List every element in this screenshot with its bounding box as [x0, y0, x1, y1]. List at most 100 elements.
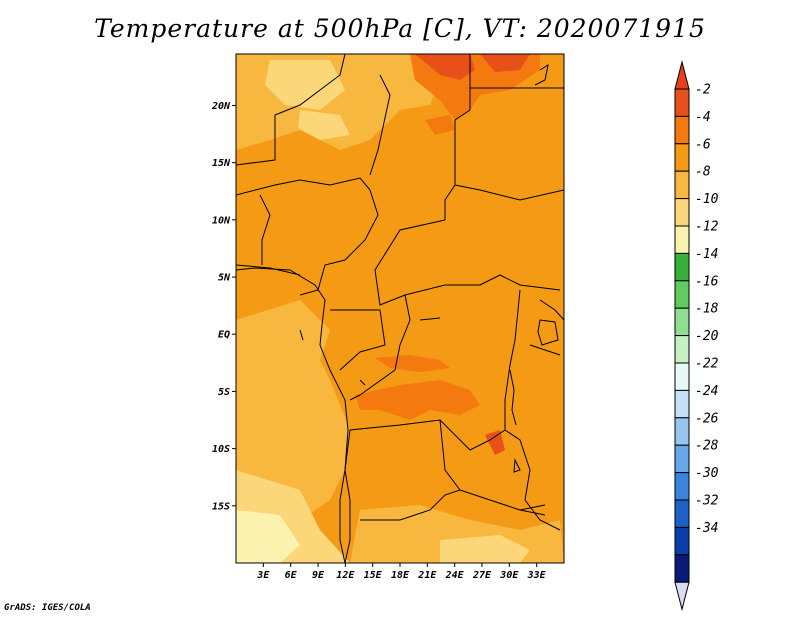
colorbar-swatch: [674, 554, 690, 583]
colorbar-swatch: [674, 280, 690, 309]
border-angola-namibia: [344, 500, 351, 563]
colorbar-label: -12: [695, 220, 719, 235]
lat-tick-label: 15S: [212, 501, 230, 512]
border-chad-car: [374, 219, 501, 306]
lon-tick-label: 24E: [445, 570, 465, 581]
border-gabon-congo: [330, 309, 386, 371]
colorbar-swatch: [674, 472, 690, 501]
border-sudan-north: [454, 184, 564, 201]
colorbar-label: -20: [695, 329, 719, 344]
coastline-west: [236, 267, 349, 563]
lon-tick-label: 9E: [312, 570, 325, 581]
lon-tick-label: 12E: [336, 570, 355, 581]
colorbar-swatch: [674, 444, 690, 474]
colorbar-top-triangle: [674, 60, 690, 90]
field-patch-10-south: [440, 535, 530, 563]
colorbar-bottom-triangle: [674, 581, 690, 612]
field-patch-10-north2: [298, 110, 350, 140]
lat-tick-label: 10N: [212, 215, 231, 226]
lon-tick-label: 15E: [364, 570, 383, 581]
colorbar-label: -26: [695, 411, 719, 426]
colorbar-swatch: [674, 252, 690, 282]
field-patch-4-central2: [375, 355, 450, 372]
border-libya-sudan: [444, 54, 471, 220]
axis-ticks: 3E 6E 9E 12E 15E 18E 21E 24E 27E 30E 33E 20N 15N 10N 5…: [211, 101, 547, 581]
border-malawi-mozambique: [504, 429, 561, 531]
temperature-field: [236, 54, 564, 563]
lon-tick-label: 3E: [256, 570, 270, 581]
colorbar-swatch: [674, 115, 690, 145]
colorbar-label: -18: [695, 302, 719, 317]
field-patch-2-north2: [480, 54, 530, 72]
field-patch-4-north3: [425, 115, 455, 135]
border-gulf-coast: [236, 264, 301, 276]
lon-tick-label: 33E: [527, 570, 547, 581]
border-tanzania: [529, 344, 561, 356]
colorbar-swatch: [674, 335, 690, 364]
lon-tick-label: 30E: [499, 570, 519, 581]
country-borders: [236, 54, 564, 563]
colorbar-label: -6: [695, 137, 711, 152]
lon-tick-label: 18E: [391, 570, 410, 581]
lat-tick-label: 5S: [218, 387, 230, 398]
colorbar-label: -16: [695, 274, 719, 289]
field-patch-2-east: [485, 430, 505, 455]
colorbar-label: -24: [695, 384, 718, 399]
coastlines-and-lakes: [236, 63, 559, 563]
colorbar-label: -34: [695, 521, 718, 536]
colorbar-swatch: [674, 143, 690, 172]
colorbar-swatch: [674, 417, 690, 446]
colorbar-label: -10: [695, 192, 719, 207]
lat-tick-label: 10S: [212, 444, 230, 455]
colorbar-label: -2: [695, 83, 711, 98]
field-patch-10-north: [265, 60, 345, 110]
border-drc-east: [344, 289, 521, 501]
lake-kariba: [519, 509, 546, 516]
field-patch-8-atlantic: [236, 300, 350, 520]
lon-tick-label: 21E: [417, 570, 437, 581]
border-angola-zambia: [360, 419, 461, 521]
colorbar-label: -28: [695, 439, 719, 454]
border-niger-libya: [369, 74, 391, 176]
field-patch-2-north: [415, 54, 475, 80]
field-patch-4-central: [355, 380, 480, 420]
lon-tick-label: 6E: [285, 570, 298, 581]
lake-victoria: [537, 319, 559, 346]
colorbar-swatch: [674, 198, 690, 227]
colorbar-label: -4: [695, 110, 711, 125]
border-congo-drc: [349, 294, 411, 401]
colorbar-swatch: [674, 170, 690, 200]
colorbar-label: -22: [695, 357, 719, 372]
colorbar-swatch: [674, 389, 690, 419]
colorbar-swatch: [674, 362, 690, 391]
border-kenya: [539, 299, 564, 321]
grads-credit: GrADS: IGES/COLA: [4, 603, 91, 613]
colorbar-swatch: [674, 88, 690, 117]
border-niger-nigeria: [236, 177, 371, 196]
coastline-red-sea: [534, 63, 549, 86]
colorbar-label: -14: [695, 247, 718, 262]
colorbar-swatch: [674, 526, 690, 556]
lake-mweru: [513, 458, 521, 473]
lat-tick-label: 5N: [218, 273, 231, 284]
colorbar-swatch: [674, 307, 690, 337]
border-south-sudan: [499, 274, 561, 291]
colorbar: -2 -4 -6 -8 -10 -12 -14 -16 -18 -20 -22 -24 -26 -28 -3…: [674, 60, 719, 612]
colorbar-label: -8: [695, 165, 711, 180]
colorbar-swatch: [674, 225, 690, 254]
lon-tick-label: 27E: [472, 570, 492, 581]
border-benin: [259, 194, 271, 265]
lat-tick-label: 20N: [211, 101, 231, 112]
rivers: [299, 317, 441, 386]
colorbar-swatch: [674, 499, 690, 528]
border-algeria-mali: [236, 54, 346, 166]
lat-tick-label: 15N: [212, 158, 231, 169]
colorbar-label: -30: [695, 466, 719, 481]
lat-tick-label: EQ: [218, 330, 230, 341]
border-zambia-zimbabwe: [459, 489, 546, 511]
field-patch-12-southwest: [236, 510, 300, 563]
map-title: Temperature at 500hPa [C], VT: 202007191…: [94, 14, 706, 43]
colorbar-label: -32: [695, 494, 719, 509]
lake-tanganyika: [509, 369, 517, 426]
